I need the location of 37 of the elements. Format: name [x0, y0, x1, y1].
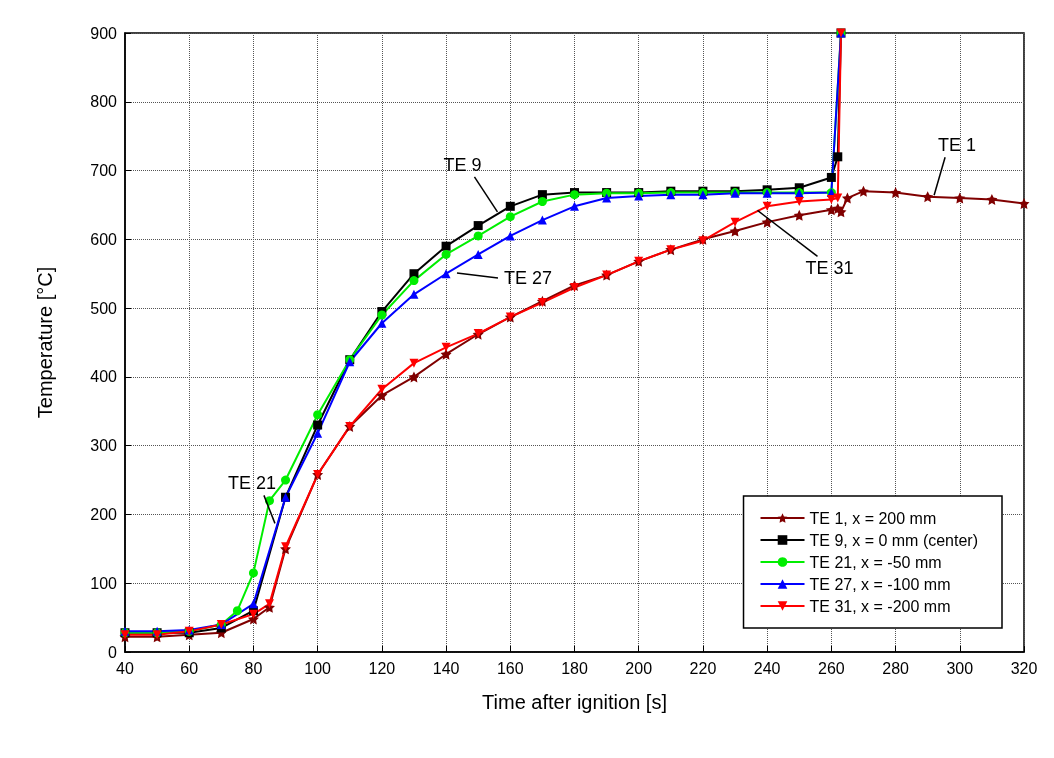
y-tick-label: 200 [90, 505, 118, 523]
y-tick-label: 100 [90, 574, 118, 592]
x-tick-label: 280 [882, 659, 910, 677]
y-tick-label: 0 [108, 643, 118, 661]
legend-label: TE 1, x = 200 mm [809, 509, 937, 527]
legend-label: TE 9, x = 0 mm (center) [809, 531, 978, 549]
x-tick-label: 260 [818, 659, 845, 677]
x-tick-label: 180 [561, 659, 588, 677]
legend-label: TE 31, x = -200 mm [809, 597, 951, 615]
x-tick-label: 60 [180, 659, 199, 677]
y-tick-label: 300 [90, 437, 118, 455]
y-tick-label: 900 [90, 24, 118, 42]
x-tick-label: 240 [753, 659, 781, 677]
x-tick-label: 40 [116, 659, 134, 677]
y-tick-label: 500 [90, 299, 118, 317]
x-tick-label: 80 [244, 659, 263, 677]
x-tick-label: 100 [304, 659, 332, 677]
y-tick-label: 400 [90, 368, 118, 386]
annotation: TE 9 [443, 154, 482, 175]
annotation: TE 31 [805, 258, 854, 279]
x-tick-label: 200 [625, 659, 653, 677]
annotation: TE 21 [227, 473, 276, 494]
legend-label: TE 21, x = -50 mm [809, 553, 942, 571]
y-tick-label: 800 [90, 93, 118, 111]
y-tick-label: 600 [90, 230, 118, 248]
x-axis-title: Time after ignition [s] [482, 691, 667, 713]
x-tick-label: 120 [368, 659, 396, 677]
x-tick-label: 220 [689, 659, 717, 677]
x-tick-label: 160 [496, 659, 524, 677]
legend-label: TE 27, x = -100 mm [809, 575, 951, 593]
x-tick-label: 320 [1010, 659, 1038, 677]
annotation: TE 1 [938, 135, 977, 156]
x-tick-label: 140 [432, 659, 460, 677]
y-tick-label: 700 [90, 162, 118, 180]
annotation: TE 27 [503, 268, 552, 289]
x-tick-label: 300 [946, 659, 974, 677]
y-axis-title: Temperature [°C] [34, 266, 56, 419]
